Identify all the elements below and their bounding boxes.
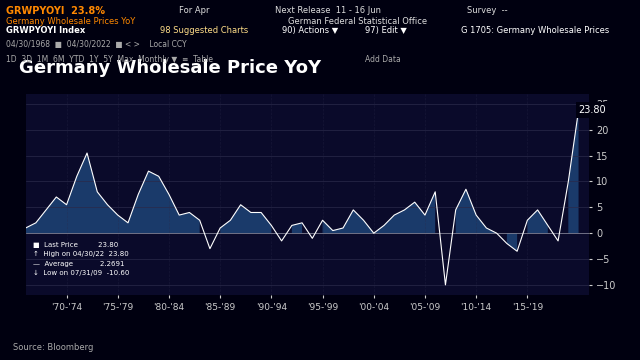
Text: German Federal Statistical Office: German Federal Statistical Office	[288, 17, 427, 26]
Text: Next Release  11 - 16 Jun: Next Release 11 - 16 Jun	[275, 6, 381, 15]
Text: GRWPYOYI Index: GRWPYOYI Index	[6, 26, 86, 35]
Text: Source: Bloomberg: Source: Bloomberg	[13, 343, 93, 352]
Text: 1D  3D  1M  6M  YTD  1Y  5Y  Max  Monthly ▼  ≡  Table: 1D 3D 1M 6M YTD 1Y 5Y Max Monthly ▼ ≡ Ta…	[6, 55, 213, 64]
Text: 97) Edit ▼: 97) Edit ▼	[365, 26, 406, 35]
Text: ↓  Low on 07/31/09  -10.60: ↓ Low on 07/31/09 -10.60	[33, 270, 129, 276]
Text: Add Data: Add Data	[365, 55, 401, 64]
Text: Germany Wholesale Price YoY: Germany Wholesale Price YoY	[19, 59, 321, 77]
Text: 23.80: 23.80	[579, 105, 606, 115]
Text: —  Average            2.2691: — Average 2.2691	[33, 261, 124, 267]
Text: ■  Last Price         23.80: ■ Last Price 23.80	[33, 242, 118, 248]
Text: 90) Actions ▼: 90) Actions ▼	[282, 26, 338, 35]
Text: Survey  --: Survey --	[467, 6, 508, 15]
Text: For Apr: For Apr	[179, 6, 210, 15]
Text: 04/30/1968  ■  04/30/2022  ■ < >    Local CCY: 04/30/1968 ■ 04/30/2022 ■ < > Local CCY	[6, 40, 187, 49]
Text: 98 Suggested Charts: 98 Suggested Charts	[160, 26, 248, 35]
Text: ↑  High on 04/30/22  23.80: ↑ High on 04/30/22 23.80	[33, 251, 129, 257]
Text: Germany Wholesale Prices YoY: Germany Wholesale Prices YoY	[6, 17, 136, 26]
Text: G 1705: Germany Wholesale Prices: G 1705: Germany Wholesale Prices	[461, 26, 609, 35]
Text: GRWPYOYI  23.8%: GRWPYOYI 23.8%	[6, 5, 106, 15]
